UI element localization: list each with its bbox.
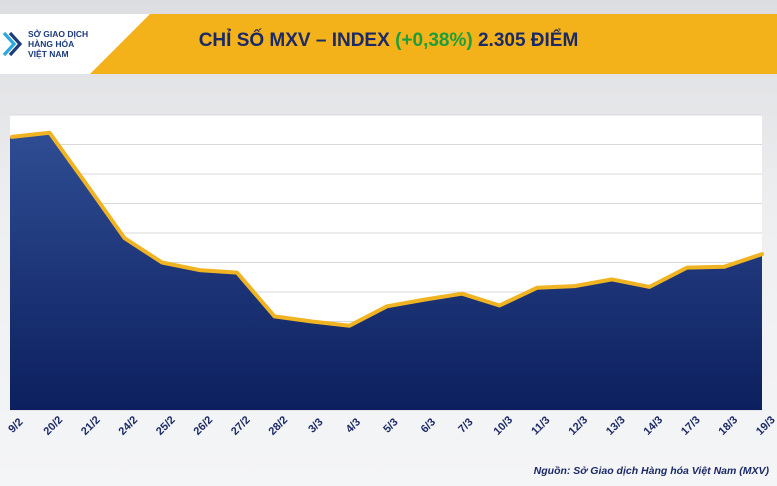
logo-text: SỞ GIAO DỊCH HÀNG HÓA VIỆT NAM	[28, 29, 88, 59]
x-tick-label: 9/2	[6, 416, 25, 435]
title-change: (+0,38%)	[395, 30, 473, 51]
logo-line-3: VIỆT NAM	[28, 49, 69, 59]
x-tick-label: 11/3	[529, 414, 552, 437]
title-value: 2.305 ĐIỂM	[477, 30, 579, 51]
x-tick-label: 25/2	[154, 414, 178, 438]
index-line	[10, 130, 764, 328]
x-tick-label: 3/3	[306, 416, 325, 435]
source-note: Nguồn: Sở Giao dịch Hàng hóa Việt Nam (M…	[533, 465, 769, 477]
mxv-logo-icon	[2, 31, 23, 57]
x-tick-label: 4/3	[344, 416, 363, 435]
x-tick-label: 18/3	[717, 414, 741, 438]
x-tick-label: 28/2	[267, 414, 291, 438]
x-tick-label: 12/3	[567, 414, 591, 438]
x-tick-label: 14/3	[642, 414, 666, 438]
x-tick-label: 17/3	[679, 414, 703, 438]
x-tick-label: 20/2	[42, 414, 66, 438]
x-tick-label: 24/2	[117, 414, 141, 438]
title-main: CHỈ SỐ MXV – INDEX	[198, 30, 390, 51]
x-tick-label: 6/3	[419, 416, 438, 435]
x-tick-label: 27/2	[229, 414, 253, 438]
x-tick-label: 19/3	[754, 414, 777, 438]
x-axis-ticks: 9/2 20/2 21/2 24/2 25/2 26/2 27/2 28/2 3/3 4/3 5/3…	[6, 414, 777, 438]
logo-line-2: HÀNG HÓA	[28, 39, 75, 49]
mxv-logo: SỞ GIAO DỊCH HÀNG HÓA VIỆT NAM	[2, 22, 112, 66]
index-area	[10, 132, 762, 410]
logo-line-1: SỞ GIAO DỊCH	[28, 29, 89, 39]
x-tick-label: 13/3	[604, 414, 628, 438]
x-tick-label: 10/3	[492, 414, 516, 438]
x-tick-label: 21/2	[79, 414, 103, 438]
x-tick-label: 26/2	[192, 414, 216, 438]
x-tick-label: 5/3	[381, 416, 400, 435]
x-tick-label: 7/3	[456, 416, 475, 435]
chart-title: CHỈ SỐ MXV – INDEX (+0,38%) 2.305 ĐIỂM	[0, 30, 777, 52]
